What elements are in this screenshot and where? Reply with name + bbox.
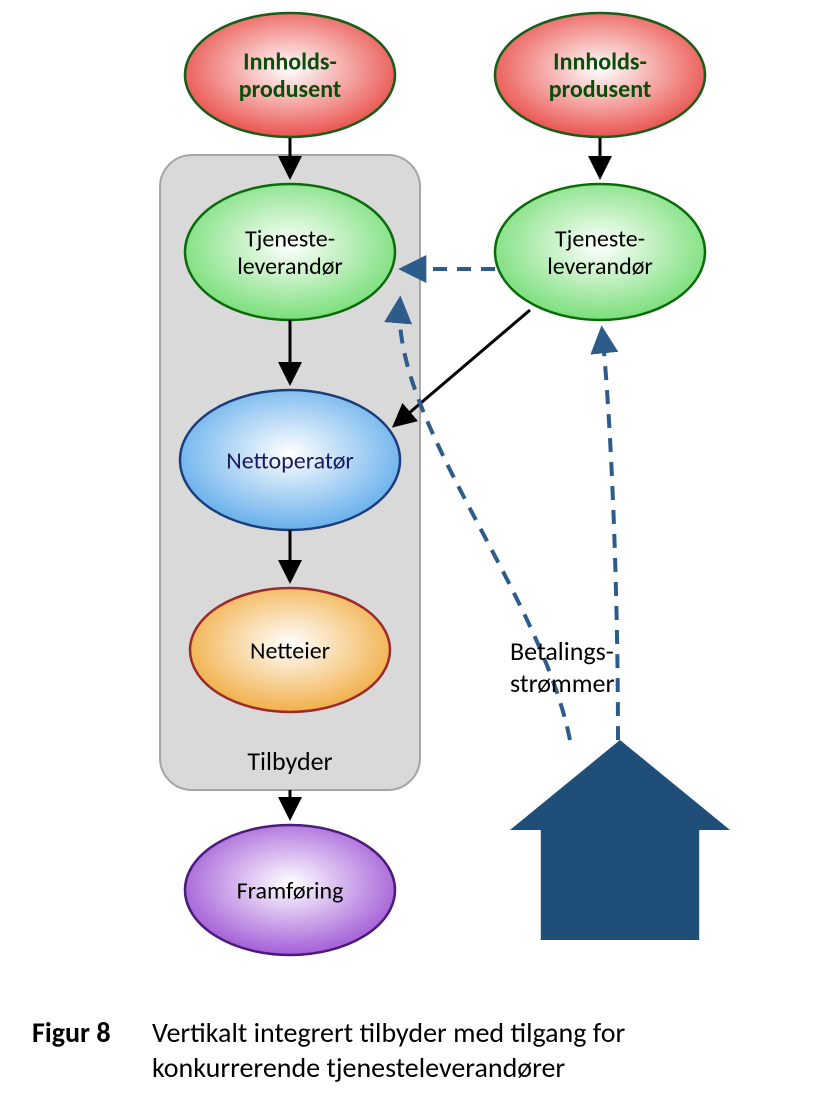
node-tl1-label: Tjeneste- <box>245 225 335 254</box>
figure-number: Figur 8 <box>32 1015 152 1050</box>
node-ip1-label: produsent <box>239 75 341 104</box>
node-netop-label: Nettoperatør <box>226 446 354 475</box>
node-tl2: Tjeneste-leverandør <box>495 184 705 320</box>
node-framforing: Framføring <box>185 825 395 955</box>
node-netop: Nettoperatør <box>180 390 400 530</box>
node-ip2-label: Innholds- <box>553 48 647 77</box>
figure-caption-text: Vertikalt integrert tilbyder med tilgang… <box>152 1015 772 1085</box>
node-netteier: Netteier <box>190 588 390 712</box>
flowchart: Innholds-produsentInnholds-produsentTjen… <box>0 0 834 1105</box>
node-netteier-label: Netteier <box>250 636 330 665</box>
provider-container-label: Tilbyder <box>247 745 332 777</box>
house-icon <box>510 740 730 940</box>
node-ip1: Innholds-produsent <box>185 13 395 137</box>
node-tl2-label: Tjeneste- <box>555 225 645 254</box>
node-tl2-label: leverandør <box>547 252 653 281</box>
node-ip2: Innholds-produsent <box>495 13 705 137</box>
node-ip1-label: Innholds- <box>243 48 337 77</box>
payment-label-line1: Betalings- <box>510 635 614 667</box>
node-tl1-label: leverandør <box>237 252 343 281</box>
node-tl1: Tjeneste-leverandør <box>185 184 395 320</box>
payment-label-line2: strømmer <box>510 667 615 699</box>
node-ip2-label: produsent <box>549 75 651 104</box>
figure-caption: Figur 8Vertikalt integrert tilbyder med … <box>32 1015 802 1085</box>
node-framforing-label: Framføring <box>237 876 344 905</box>
